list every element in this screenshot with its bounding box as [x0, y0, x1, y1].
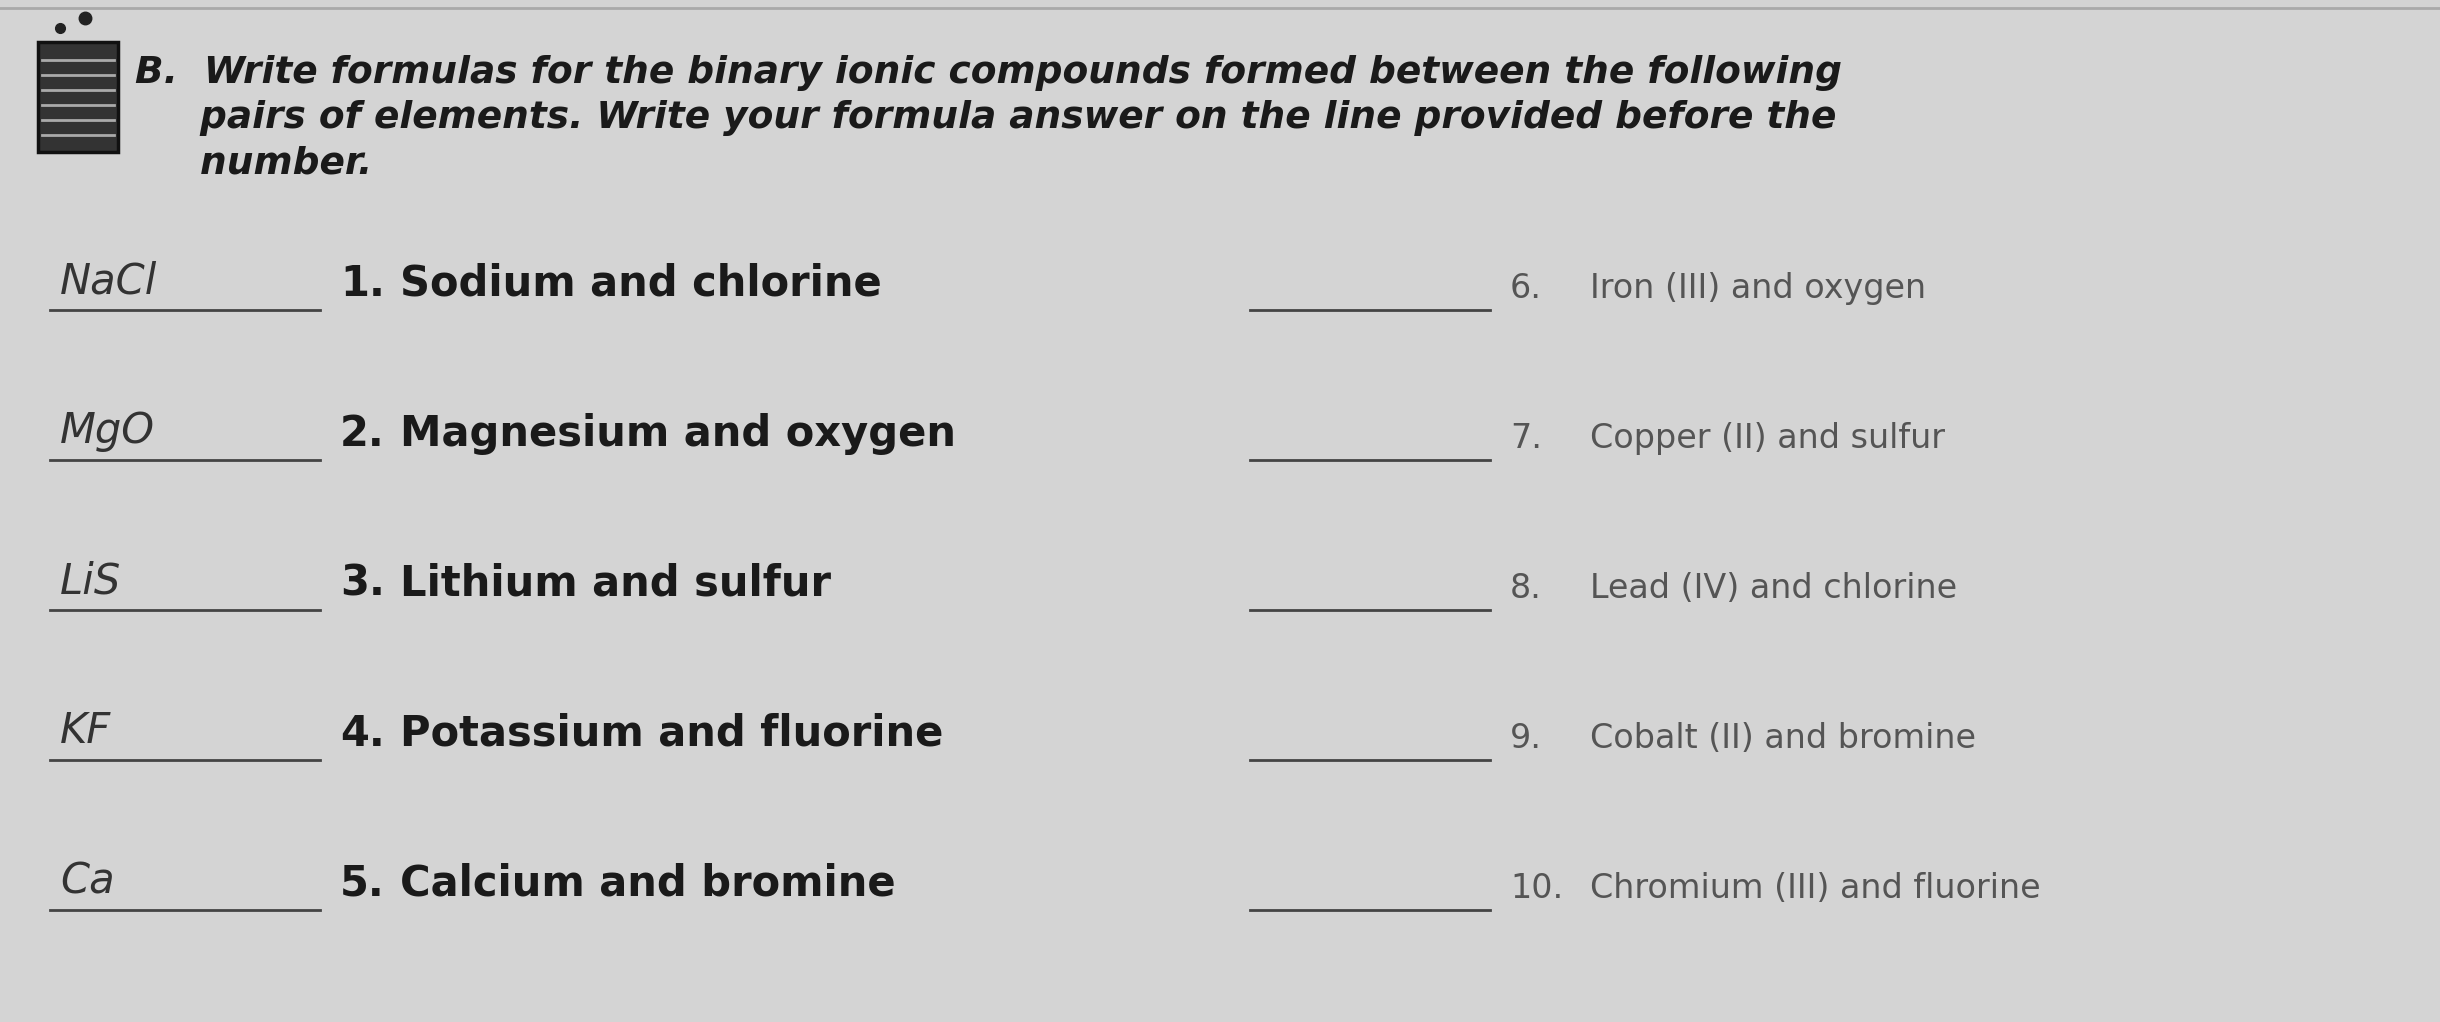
FancyBboxPatch shape	[39, 42, 117, 152]
Text: Cobalt (II) and bromine: Cobalt (II) and bromine	[1591, 722, 1976, 755]
Text: 1.: 1.	[339, 263, 386, 305]
Text: 3.: 3.	[339, 563, 386, 605]
Text: Magnesium and oxygen: Magnesium and oxygen	[400, 413, 956, 455]
Text: KF: KF	[61, 710, 112, 752]
Text: 8.: 8.	[1510, 572, 1542, 605]
Text: Lithium and sulfur: Lithium and sulfur	[400, 563, 832, 605]
Text: Iron (III) and oxygen: Iron (III) and oxygen	[1591, 272, 1925, 305]
Text: MgO: MgO	[61, 410, 156, 452]
Text: Ca: Ca	[61, 860, 115, 902]
Text: NaCl: NaCl	[61, 260, 156, 301]
Text: Potassium and fluorine: Potassium and fluorine	[400, 713, 944, 755]
Text: LiS: LiS	[61, 560, 122, 602]
Text: 4.: 4.	[339, 713, 386, 755]
Text: pairs of elements. Write your formula answer on the line provided before the: pairs of elements. Write your formula an…	[134, 100, 1837, 136]
Text: Sodium and chlorine: Sodium and chlorine	[400, 263, 881, 305]
Text: number.: number.	[134, 145, 373, 181]
Text: Chromium (III) and fluorine: Chromium (III) and fluorine	[1591, 872, 2040, 905]
Text: 10.: 10.	[1510, 872, 1564, 905]
Text: 9.: 9.	[1510, 722, 1542, 755]
Text: 6.: 6.	[1510, 272, 1542, 305]
Text: 5.: 5.	[339, 863, 386, 905]
Text: Lead (IV) and chlorine: Lead (IV) and chlorine	[1591, 572, 1957, 605]
Text: B.  Write formulas for the binary ionic compounds formed between the following: B. Write formulas for the binary ionic c…	[134, 55, 1842, 91]
Text: 7.: 7.	[1510, 422, 1542, 455]
Text: Calcium and bromine: Calcium and bromine	[400, 863, 895, 905]
Text: 2.: 2.	[339, 413, 386, 455]
Text: Copper (II) and sulfur: Copper (II) and sulfur	[1591, 422, 1945, 455]
